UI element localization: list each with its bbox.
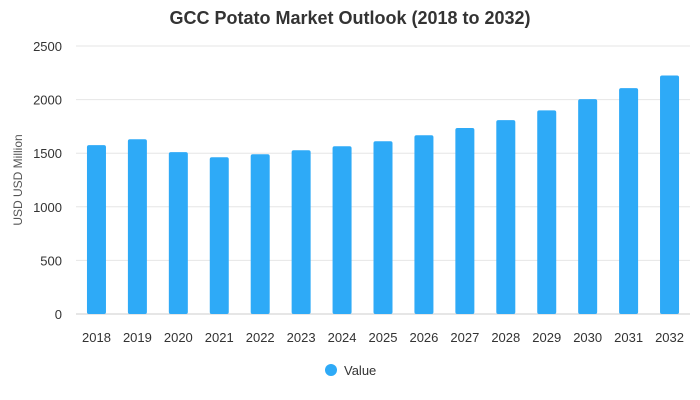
bar-2031[interactable] [619,88,639,314]
bar-2022[interactable] [250,154,270,314]
x-tick-label: 2031 [614,330,643,345]
x-tick-label: 2032 [655,330,684,345]
bar-2018[interactable] [86,145,106,314]
legend[interactable]: Value [325,363,376,378]
x-tick-label: 2020 [164,330,193,345]
chart-title: GCC Potato Market Outlook (2018 to 2032) [169,8,531,28]
x-tick-label: 2019 [123,330,152,345]
bar-2019[interactable] [127,139,147,314]
bar-2028[interactable] [496,120,516,314]
legend-label: Value [344,363,376,378]
x-tick-label: 2028 [491,330,520,345]
bar-2027[interactable] [455,128,475,314]
bar-2023[interactable] [291,150,311,314]
x-tick-label: 2030 [573,330,602,345]
x-tick-label: 2018 [82,330,111,345]
bars [86,75,680,315]
bar-2024[interactable] [332,146,352,314]
legend-marker [325,364,337,376]
y-tick-label: 1000 [33,200,62,215]
x-tick-label: 2023 [287,330,316,345]
x-tick-label: 2021 [205,330,234,345]
bar-2020[interactable] [168,152,188,314]
y-tick-label: 2000 [33,93,62,108]
bar-2025[interactable] [373,141,393,314]
y-axis-label: USD USD Million [11,134,25,225]
bar-2029[interactable] [537,110,557,314]
y-tick-label: 1500 [33,146,62,161]
bar-2021[interactable] [209,157,229,314]
x-tick-label: 2029 [532,330,561,345]
y-tick-label: 0 [55,307,62,322]
bar-2026[interactable] [414,135,434,314]
y-tick-labels: 0 500 1000 1500 2000 2500 [33,39,62,322]
x-tick-label: 2026 [409,330,438,345]
x-tick-labels: 2018 2019 2020 2021 2022 2023 2024 2025 2026 2027… [82,330,684,345]
x-tick-label: 2025 [369,330,398,345]
x-tick-label: 2027 [450,330,479,345]
bar-2032[interactable] [660,75,680,314]
y-tick-label: 500 [40,253,62,268]
bar-2030[interactable] [578,99,598,315]
x-tick-label: 2022 [246,330,275,345]
y-tick-label: 2500 [33,39,62,54]
x-tick-label: 2024 [328,330,357,345]
